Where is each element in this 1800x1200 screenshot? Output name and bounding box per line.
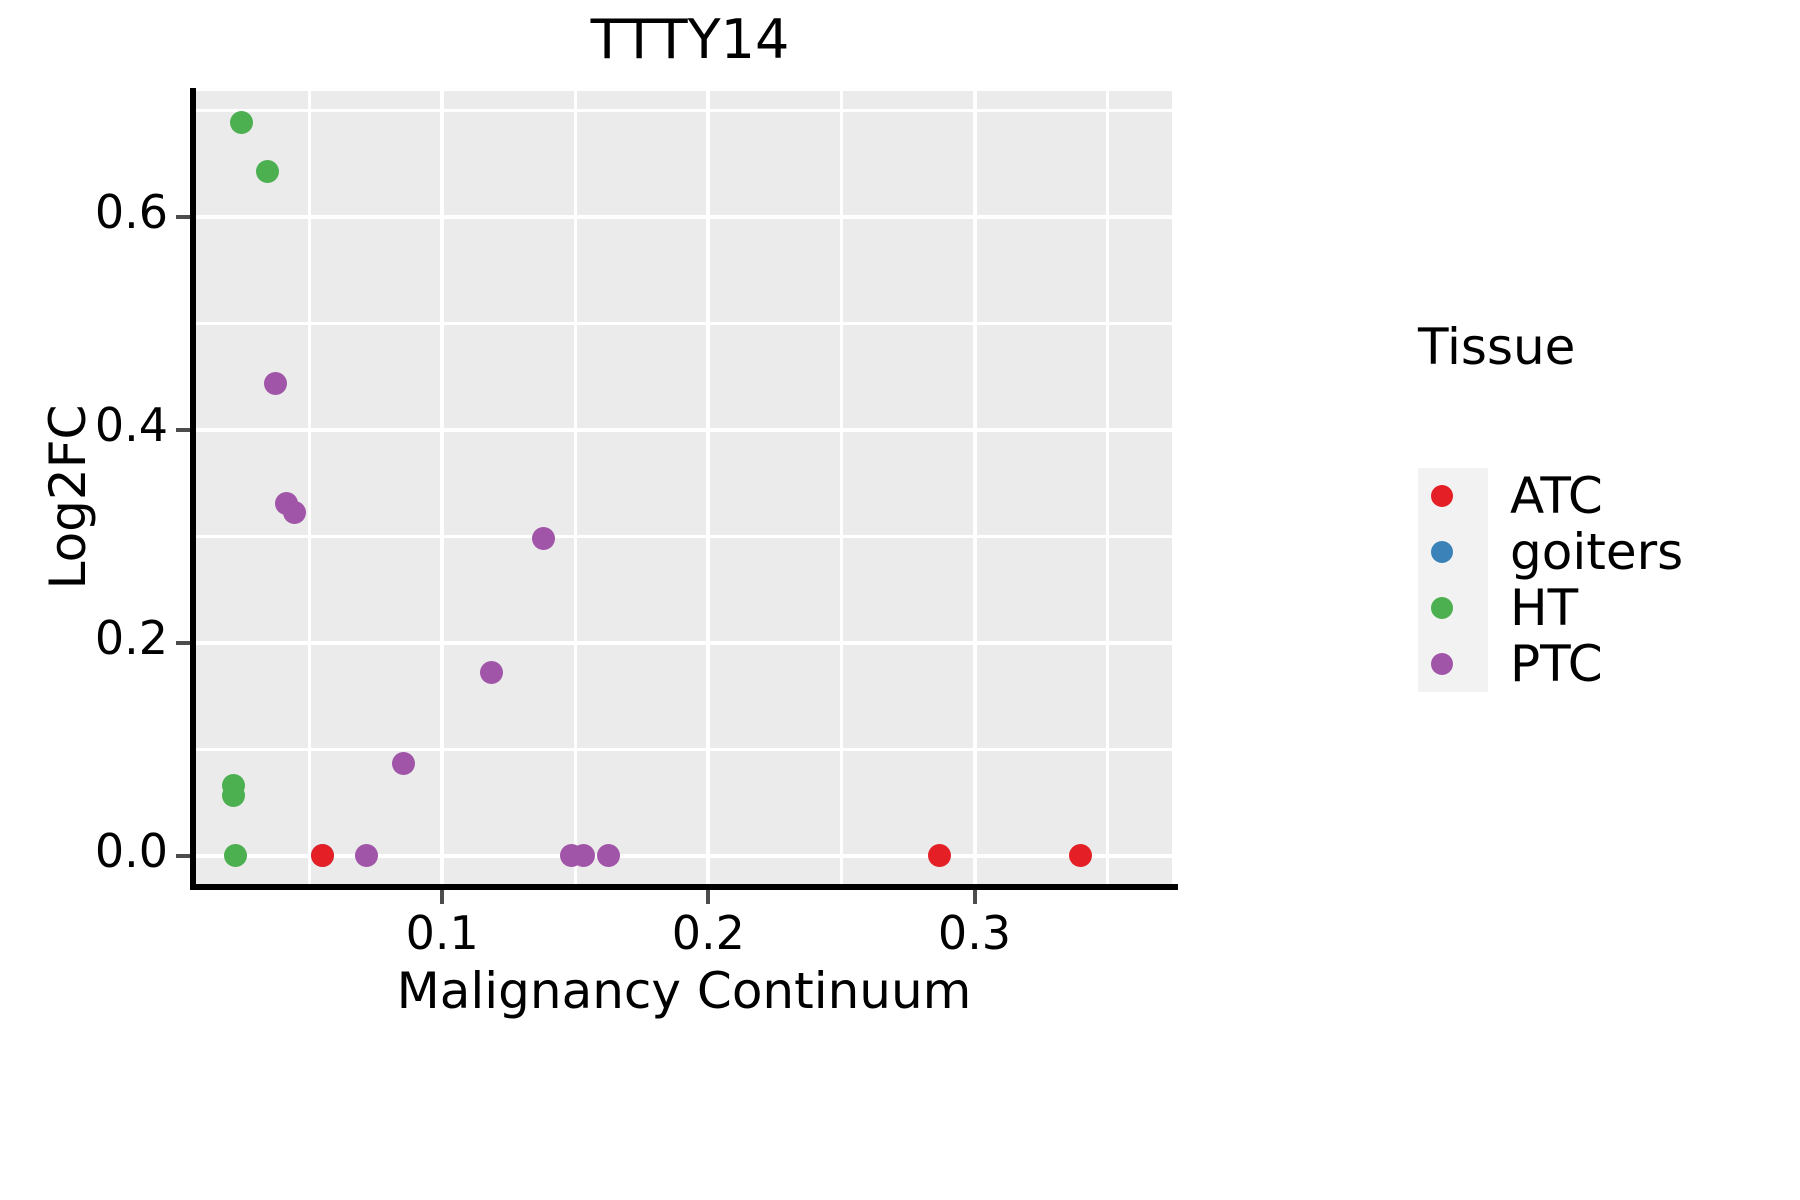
legend-swatch-atc-icon (1431, 485, 1453, 507)
grid-line (706, 91, 711, 884)
grid-line (196, 109, 1172, 113)
legend-keys: ATC goiters HT PTC (1418, 467, 1683, 693)
y-tick-label: 0.0 (94, 823, 168, 878)
x-axis-line (190, 884, 1178, 890)
grid-line (196, 853, 1172, 858)
x-tick (706, 890, 711, 904)
data-point-ht (256, 159, 280, 183)
y-tick (176, 853, 190, 858)
data-point-ht (229, 110, 253, 134)
legend-title: Tissue (1418, 318, 1576, 376)
grid-line (1106, 91, 1110, 884)
legend-item-ht[interactable]: HT (1418, 579, 1578, 637)
data-point-ptc (392, 751, 416, 775)
page-title: TTTY14 (590, 8, 790, 71)
x-axis-label: Malignancy Continuum (396, 962, 972, 1020)
plot-panel (196, 91, 1172, 884)
y-tick-label: 0.4 (94, 397, 168, 452)
legend-swatch-ht-icon (1431, 597, 1453, 619)
y-tick (176, 215, 190, 220)
legend-item-goiters[interactable]: goiters (1418, 523, 1683, 581)
grid-line (573, 91, 577, 884)
grid-line (196, 322, 1172, 326)
y-tick-label: 0.6 (94, 185, 168, 240)
data-point-ptc (531, 527, 555, 551)
x-tick (972, 890, 977, 904)
legend-swatch-goiters-icon (1431, 541, 1453, 563)
data-point-ptc (571, 844, 595, 868)
grid-line (307, 91, 311, 884)
legend-item-ptc[interactable]: PTC (1418, 635, 1603, 693)
legend-item-atc[interactable]: ATC (1418, 467, 1603, 525)
grid-line (196, 640, 1172, 645)
legend-item-label: ATC (1510, 467, 1603, 525)
x-tick-label: 0.1 (405, 906, 479, 960)
grid-line (196, 427, 1172, 432)
grid-line (972, 91, 977, 884)
x-tick (440, 890, 445, 904)
data-point-atc (310, 844, 334, 868)
grid-line (839, 91, 843, 884)
grid-line (196, 747, 1172, 751)
data-point-ptc (282, 501, 306, 525)
data-point-ptc (264, 371, 288, 395)
x-tick-label: 0.2 (671, 906, 745, 960)
data-point-ptc (354, 844, 378, 868)
grid-line (196, 215, 1172, 220)
y-axis-label: Log2FC (39, 404, 97, 590)
y-tick (176, 640, 190, 645)
data-point-ht (221, 783, 245, 807)
y-tick-label: 0.2 (94, 610, 168, 665)
legend-swatch-ptc-icon (1431, 653, 1453, 675)
data-point-atc (928, 844, 952, 868)
grid-line (196, 534, 1172, 538)
y-tick (176, 427, 190, 432)
data-point-ht (224, 844, 248, 868)
y-axis-line (190, 88, 196, 887)
x-tick-label: 0.3 (937, 906, 1012, 960)
data-point-ptc (479, 661, 503, 685)
data-point-ptc (597, 844, 621, 868)
legend-item-label: goiters (1510, 523, 1684, 581)
grid-line (440, 91, 445, 884)
legend-item-label: HT (1510, 579, 1579, 637)
legend-item-label: PTC (1510, 635, 1603, 693)
data-point-atc (1069, 844, 1093, 868)
